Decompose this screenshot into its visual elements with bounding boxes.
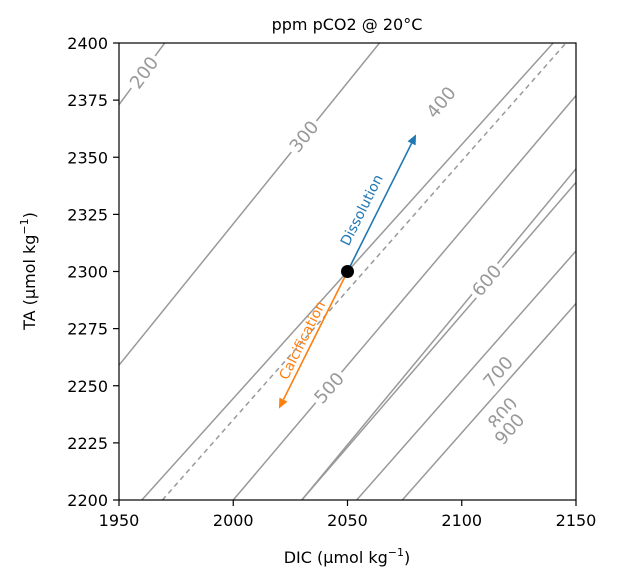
y-tick-label: 2225 [67,434,108,453]
contour-line-700 [301,181,576,500]
contour-line-800 [356,250,576,500]
x-tick-label: 2100 [441,511,482,530]
y-tick-label: 2400 [67,34,108,53]
x-tick-label: 2050 [327,511,368,530]
y-axis-label: TA (µmol kg−1) [18,212,39,331]
data-point [341,265,354,278]
contour-label-bg-600 [464,257,509,304]
y-tick-label: 2200 [67,491,108,510]
y-tick-label: 2250 [67,377,108,396]
contour-label-bg-200 [122,49,166,96]
dissolution-arrow [346,142,413,272]
x-tick-label: 1950 [99,511,140,530]
contour-line-900 [401,302,576,500]
calcification-arrow [282,271,349,401]
axes: 1950 2000 2050 2100 2150 2200 2225 2250 2275 2300… [67,34,596,530]
contour-label-bg-700 [476,349,521,396]
calcification-arrow-head [278,397,288,409]
x-axis-label: DIC (µmol kg−1) [284,546,411,567]
contour-label-bg-500 [306,365,352,411]
x-tick-label: 2000 [213,511,254,530]
contour-lines [119,43,576,500]
dissolution-arrow-head [407,134,417,146]
x-tick-label: 2150 [556,511,597,530]
contour-line-300 [119,43,381,366]
y-tick-label: 2350 [67,148,108,167]
chart-title: ppm pCO2 @ 20°C [272,15,423,34]
y-tick-label: 2375 [67,91,108,110]
contour-label-bg-800 [480,390,526,437]
contour-label-bg-400 [419,79,464,126]
contour-label-bg-900 [487,406,532,453]
y-tick-label: 2325 [67,205,108,224]
y-tick-label: 2275 [67,320,108,339]
y-tick-label: 2300 [67,263,108,282]
contour-line-600 [232,95,576,500]
contour-line-400 [301,168,576,500]
contour-label-bg-300 [282,113,326,160]
